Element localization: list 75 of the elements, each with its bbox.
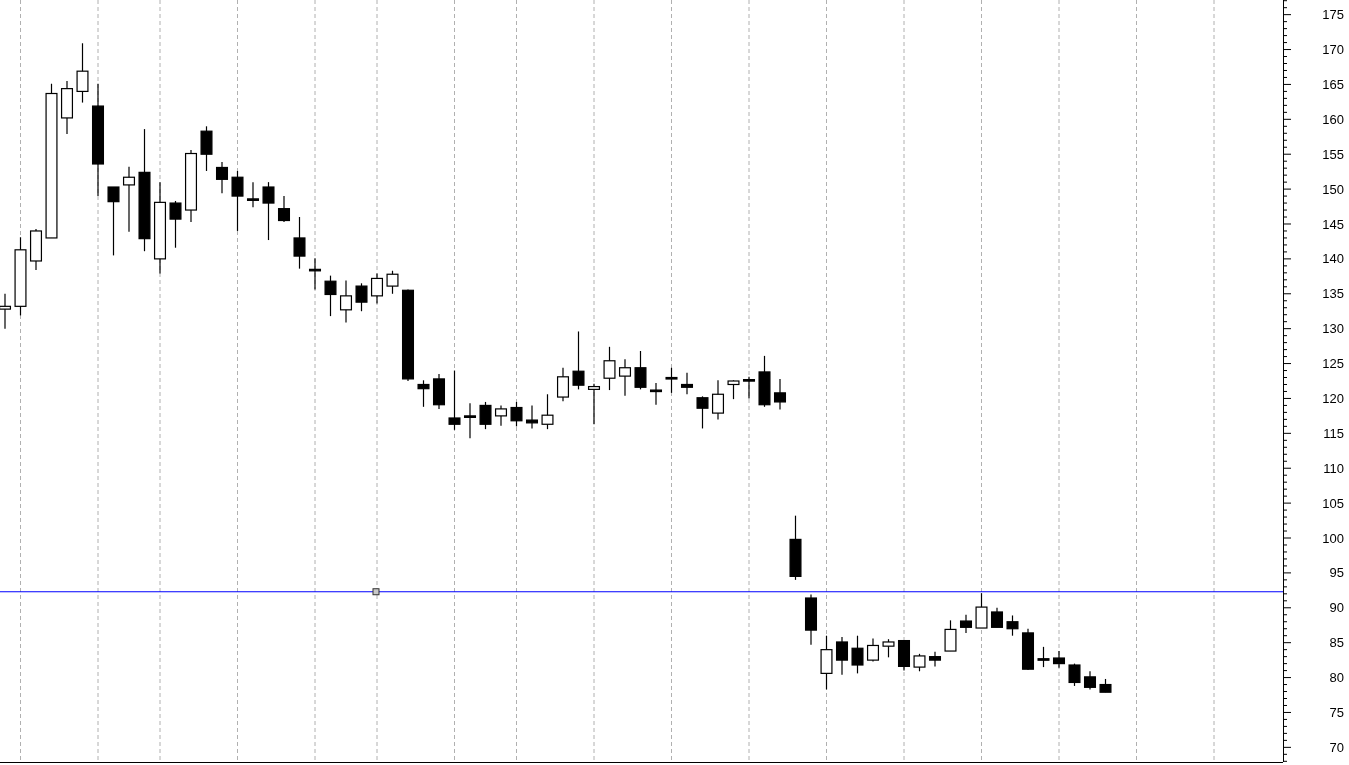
candlestick: [370, 272, 384, 305]
y-tick-label: 85: [1329, 635, 1344, 651]
y-tick-label: 80: [1329, 670, 1344, 686]
candlestick: [696, 395, 709, 430]
candlestick: [711, 379, 725, 420]
y-tick-label: 145: [1322, 216, 1344, 232]
candlestick: [572, 330, 585, 390]
candlestick: [618, 358, 632, 397]
candlestick: [324, 275, 337, 317]
candlestick: [525, 404, 539, 430]
candlestick: [773, 378, 787, 411]
candlestick: [851, 635, 864, 674]
candlestick: [1037, 646, 1050, 668]
candlestick: [680, 372, 694, 395]
y-tick-label: 120: [1322, 391, 1344, 406]
candlestick: [820, 635, 833, 691]
candlestick: [308, 257, 322, 291]
y-tick-label: 140: [1322, 251, 1344, 267]
candlestick: [463, 402, 477, 439]
candlestick: [262, 181, 275, 241]
candlestick: [959, 614, 973, 634]
y-tick-label: 90: [1329, 600, 1344, 616]
candlestick: [510, 401, 523, 427]
candlestick: [107, 186, 120, 256]
candlestick: [293, 216, 306, 270]
y-tick-label: 130: [1322, 321, 1344, 337]
y-tick-label: 75: [1329, 705, 1344, 721]
candlestick: [231, 170, 244, 232]
candlestick: [742, 376, 756, 400]
candlestick: [355, 282, 368, 312]
candlestick: [215, 161, 229, 194]
y-tick-label: 160: [1322, 111, 1344, 127]
candlestick: [339, 279, 353, 323]
candlestick: [928, 651, 942, 667]
candlestick: [866, 637, 880, 663]
y-tick-label: 115: [1323, 425, 1344, 441]
candlestick: [882, 638, 895, 658]
candlestick: [835, 636, 849, 676]
candlestick: [76, 42, 89, 104]
candlestick: [246, 181, 260, 208]
candlestick: [556, 367, 570, 402]
candlestick: [1006, 614, 1019, 637]
candlestick: [479, 401, 492, 430]
candlestick: [665, 367, 678, 394]
candlestick: [200, 125, 213, 172]
candlestick: [944, 619, 957, 652]
y-tick-label: 95: [1329, 565, 1344, 581]
candlestick: [1083, 670, 1097, 691]
candlestick: [386, 270, 399, 295]
y-tick-label: 110: [1323, 460, 1344, 476]
y-tick-label: 135: [1322, 286, 1344, 302]
y-tick-label: 165: [1322, 76, 1344, 92]
candlestick: [169, 200, 182, 249]
y-tick-label: 100: [1322, 530, 1344, 546]
y-tick-label: 125: [1322, 356, 1344, 372]
candlestick: [417, 379, 430, 408]
candlestick: [603, 346, 616, 391]
y-tick-label: 155: [1322, 146, 1344, 162]
candlestick: [122, 166, 136, 233]
candlestick: [277, 195, 291, 223]
candlestick: [990, 607, 1004, 628]
candlestick: [448, 369, 461, 431]
y-tick-label: 70: [1329, 739, 1344, 755]
y-tick-label: 170: [1322, 42, 1344, 58]
candlestick: [727, 379, 740, 400]
candlestick: [494, 404, 508, 427]
candlestick: [541, 393, 554, 430]
y-tick-label: 105: [1322, 495, 1344, 511]
candlestick: [587, 383, 601, 425]
candlestick: [634, 350, 647, 390]
y-tick-label: 150: [1322, 181, 1344, 197]
y-tick-label: 175: [1322, 7, 1344, 23]
candlestick: [975, 592, 988, 629]
candlestick: [649, 382, 663, 406]
candlestick: [1052, 650, 1066, 669]
